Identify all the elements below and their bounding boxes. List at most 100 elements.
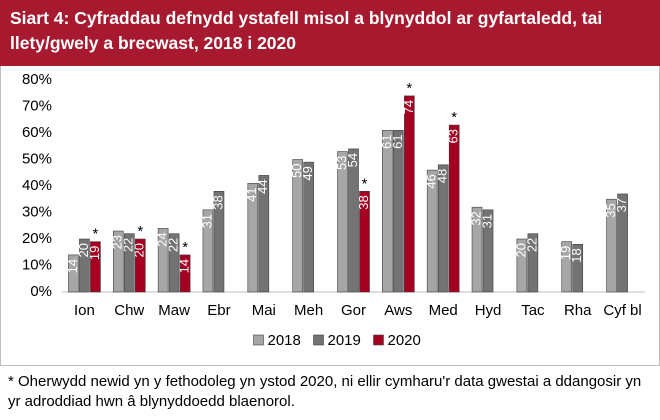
y-tick-label: 50% bbox=[22, 150, 52, 167]
y-tick-label: 40% bbox=[22, 177, 52, 194]
x-tick-label: Gor bbox=[341, 302, 366, 319]
value-label: 32 bbox=[468, 211, 483, 225]
bar bbox=[68, 254, 79, 293]
value-label: 14 bbox=[177, 259, 192, 273]
bar bbox=[393, 130, 404, 293]
value-label: 31 bbox=[479, 214, 494, 228]
note-marker: * bbox=[451, 109, 457, 126]
value-label: 23 bbox=[110, 235, 125, 249]
value-label: 38 bbox=[210, 195, 225, 209]
bar bbox=[134, 238, 146, 293]
bar bbox=[359, 191, 370, 293]
note-marker: * bbox=[137, 223, 143, 240]
bar bbox=[258, 175, 270, 293]
bar bbox=[448, 124, 460, 293]
value-label: 19 bbox=[87, 246, 102, 260]
value-label: 31 bbox=[199, 214, 214, 228]
value-label: 19 bbox=[558, 246, 573, 260]
value-label: 35 bbox=[603, 203, 618, 217]
value-label: 49 bbox=[300, 166, 315, 180]
value-label: 24 bbox=[155, 232, 170, 246]
x-tick-label: Hyd bbox=[475, 302, 502, 319]
x-tick-label: Aws bbox=[384, 302, 412, 319]
x-tick-label: Tac bbox=[521, 302, 545, 319]
value-label: 54 bbox=[345, 153, 360, 167]
bar bbox=[426, 169, 438, 293]
bar bbox=[348, 148, 359, 293]
bar bbox=[337, 151, 348, 293]
note-marker: * bbox=[182, 239, 188, 256]
value-label: 37 bbox=[614, 198, 629, 212]
bar bbox=[527, 233, 539, 293]
x-tick-label: Mai bbox=[252, 302, 276, 319]
bar bbox=[90, 241, 101, 293]
bar bbox=[572, 244, 584, 293]
value-label: 38 bbox=[356, 195, 371, 209]
x-tick-label: Meh bbox=[294, 302, 323, 319]
bar bbox=[112, 230, 124, 293]
x-tick-label: Cyf bl bbox=[603, 302, 641, 319]
legend-label: 2019 bbox=[328, 332, 361, 349]
value-label: 20 bbox=[513, 243, 528, 257]
chart: 0%10%20%30%40%50%60%70%80%Ion142019*Chw2… bbox=[22, 71, 645, 349]
x-tick-label: Rha bbox=[564, 302, 592, 319]
chart-title: Siart 4: Cyfraddau defnydd ystafell miso… bbox=[0, 0, 660, 66]
y-tick-label: 20% bbox=[22, 230, 52, 247]
x-tick-label: Maw bbox=[158, 302, 190, 319]
value-label: 41 bbox=[244, 187, 259, 201]
legend-swatch bbox=[313, 334, 324, 346]
legend-swatch bbox=[373, 334, 384, 346]
bar bbox=[202, 209, 214, 293]
value-label: 46 bbox=[424, 174, 439, 188]
x-tick-label: Ebr bbox=[207, 302, 230, 319]
y-tick-label: 70% bbox=[22, 97, 52, 114]
bar bbox=[179, 254, 191, 293]
bar bbox=[213, 191, 225, 293]
value-label: 53 bbox=[334, 156, 349, 170]
bar bbox=[79, 238, 90, 293]
value-label: 18 bbox=[569, 248, 584, 262]
y-tick-label: 0% bbox=[30, 283, 52, 300]
bar bbox=[617, 193, 628, 293]
bar bbox=[247, 183, 259, 293]
bar bbox=[561, 241, 573, 293]
bar bbox=[303, 161, 314, 293]
value-label: 63 bbox=[446, 129, 461, 143]
value-label: 50 bbox=[289, 164, 304, 178]
x-tick-label: Med bbox=[429, 302, 458, 319]
bar bbox=[471, 206, 483, 293]
value-label: 14 bbox=[65, 259, 80, 273]
bar bbox=[292, 159, 303, 293]
legend-swatch bbox=[253, 334, 264, 346]
value-label: 74 bbox=[401, 100, 416, 114]
bar bbox=[382, 130, 393, 293]
value-label: 44 bbox=[255, 179, 270, 193]
value-label: 22 bbox=[121, 238, 136, 252]
note-marker: * bbox=[93, 226, 99, 243]
value-label: 22 bbox=[166, 238, 181, 252]
value-label: 22 bbox=[524, 238, 539, 252]
bar bbox=[606, 198, 617, 293]
footnote: * Oherwydd newid yn y fethodoleg yn ysto… bbox=[8, 373, 642, 410]
bar bbox=[168, 233, 180, 293]
value-label: 48 bbox=[435, 169, 450, 183]
note-marker: * bbox=[406, 80, 412, 97]
legend-label: 2020 bbox=[388, 332, 421, 349]
value-label: 20 bbox=[132, 243, 147, 257]
bar bbox=[437, 164, 449, 293]
y-tick-label: 60% bbox=[22, 124, 52, 141]
x-tick-label: Chw bbox=[114, 302, 144, 319]
y-tick-label: 10% bbox=[22, 256, 52, 273]
x-tick-label: Ion bbox=[74, 302, 95, 319]
value-label: 61 bbox=[379, 134, 394, 148]
y-tick-label: 80% bbox=[22, 71, 52, 88]
note-marker: * bbox=[362, 175, 368, 192]
bar bbox=[482, 209, 494, 293]
value-label: 20 bbox=[76, 243, 91, 257]
bar bbox=[516, 238, 528, 293]
bar bbox=[123, 233, 135, 293]
value-label: 61 bbox=[390, 134, 405, 148]
y-tick-label: 30% bbox=[22, 203, 52, 220]
bar bbox=[157, 228, 169, 293]
